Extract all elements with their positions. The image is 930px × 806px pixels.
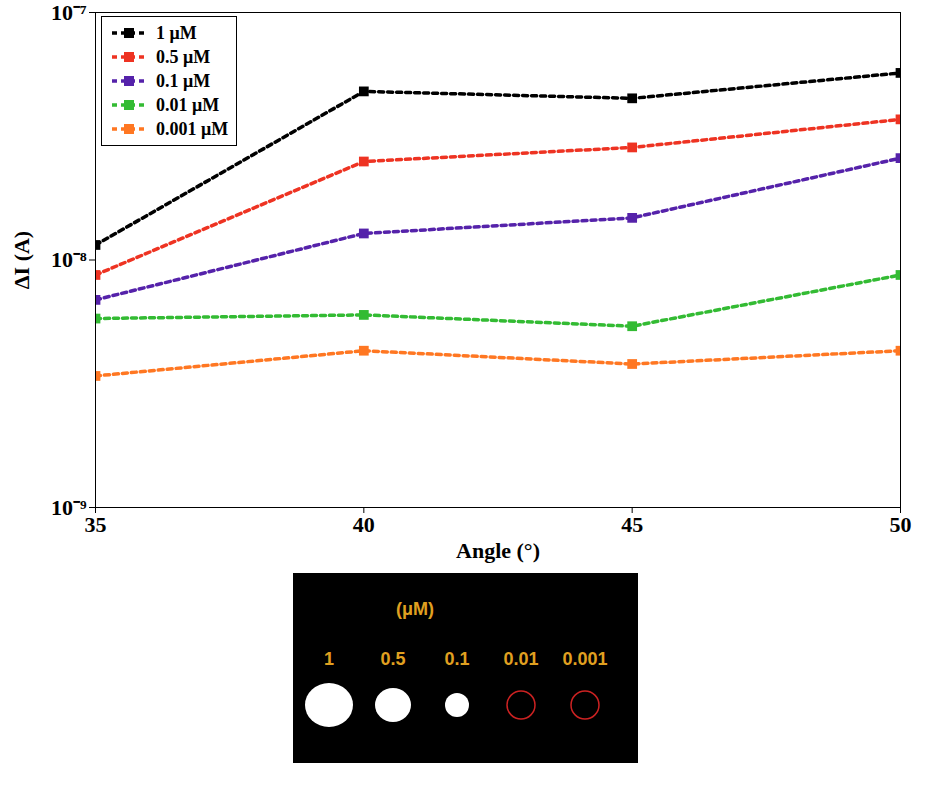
html-text:0.01 μM: 0.01 μM [156, 94, 220, 115]
svg-text:1: 1 [323, 649, 333, 669]
svg-text:Angle (°): Angle (°) [456, 538, 540, 563]
svg-text:50: 50 [890, 512, 912, 537]
svg-text:0.5: 0.5 [380, 649, 405, 669]
svg-text:10⁻⁹: 10⁻⁹ [51, 495, 87, 520]
svg-text:0.1: 0.1 [444, 649, 469, 669]
html-text:0.001 μM: 0.001 μM [156, 118, 229, 139]
svg-text:10⁻⁸: 10⁻⁸ [51, 247, 87, 272]
svg-text:10⁻⁷: 10⁻⁷ [51, 0, 87, 25]
svg-text:0.01: 0.01 [503, 649, 538, 669]
svg-text:ΔI (A): ΔI (A) [9, 231, 34, 289]
svg-text:45: 45 [621, 512, 643, 537]
svg-text:(μM): (μM) [396, 599, 434, 619]
html-text:0.1 μM: 0.1 μM [156, 70, 211, 91]
html-text:0.5 μM: 0.5 μM [156, 46, 211, 67]
html-text:1 μM: 1 μM [156, 22, 197, 43]
svg-text:35: 35 [85, 512, 107, 537]
svg-text:40: 40 [353, 512, 375, 537]
svg-text:0.001: 0.001 [562, 649, 607, 669]
